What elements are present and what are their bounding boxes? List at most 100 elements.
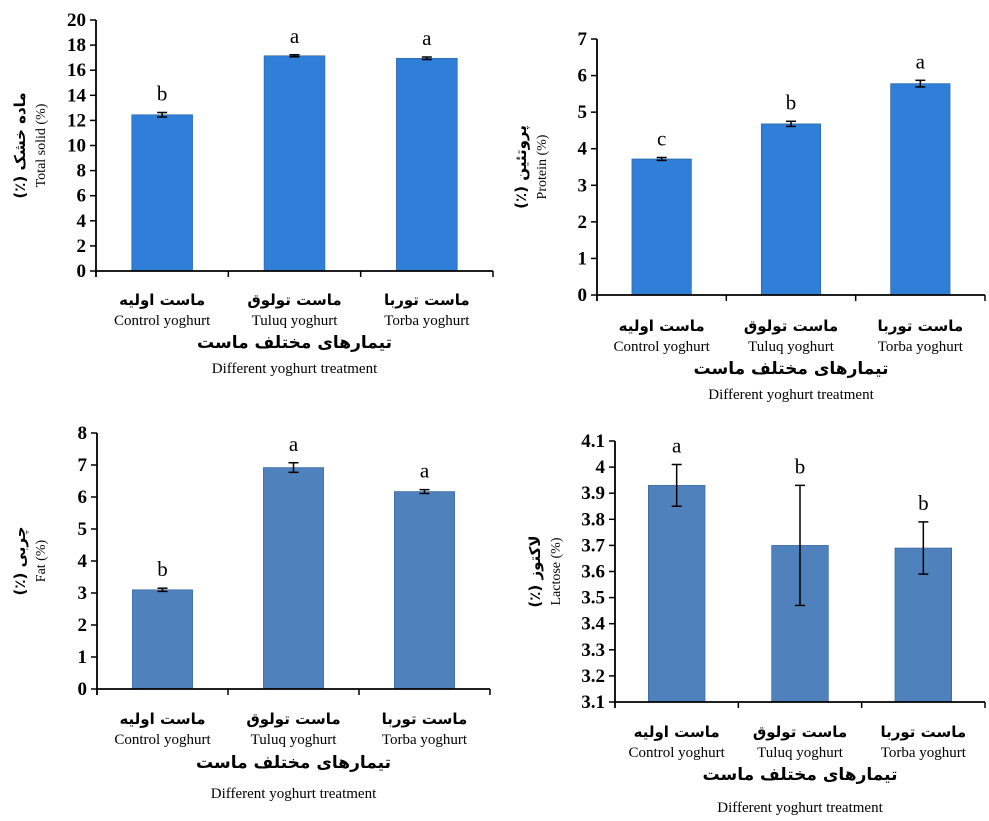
category-label-en: Control yoghurt	[614, 339, 711, 355]
x-axis-title-en: Different yoghurt treatment	[708, 387, 874, 403]
y-tick-label: 0	[578, 285, 588, 306]
significance-letter: b	[157, 81, 168, 105]
y-tick-label: 1	[78, 647, 88, 668]
y-tick-label: 18	[67, 35, 86, 56]
y-tick-label: 0	[78, 679, 88, 700]
y-tick-label: 2	[78, 615, 88, 636]
category-label-fa: ماست تولوق	[246, 710, 340, 728]
y-tick-label: 3	[78, 583, 88, 604]
y-axis-title-fa: پروتئین (٪)	[512, 125, 531, 209]
category-label-en: Torba yoghurt	[881, 745, 967, 761]
y-tick-label: 4	[596, 457, 606, 478]
category-label-en: Tuluq yoghurt	[252, 313, 339, 329]
bar	[631, 158, 692, 296]
y-tick-label: 5	[78, 519, 88, 540]
y-axis-title-en: Fat (%)	[34, 539, 49, 582]
y-tick-label: 1	[578, 248, 588, 269]
bar	[132, 589, 193, 690]
significance-letter: a	[672, 433, 682, 457]
y-tick-label: 3.3	[581, 640, 605, 661]
y-tick-label: 3.1	[581, 692, 605, 713]
y-tick-label: 12	[67, 110, 86, 131]
category-label-en: Torba yoghurt	[382, 732, 468, 748]
x-axis-title-fa: تیمارهای مختلف ماست	[196, 753, 391, 773]
y-tick-label: 7	[78, 455, 88, 476]
category-label-en: Control yoghurt	[629, 745, 726, 761]
significance-letter: a	[916, 49, 926, 73]
x-axis-title-fa: تیمارهای مختلف ماست	[693, 359, 888, 379]
bar	[131, 114, 193, 272]
y-axis-title-fa: ماده خشک (٪)	[11, 92, 29, 198]
y-tick-label: 0	[77, 261, 87, 282]
x-axis-title-en: Different yoghurt treatment	[212, 361, 378, 377]
y-tick-label: 3.6	[581, 562, 605, 583]
x-axis-title-fa: تیمارهای مختلف ماست	[702, 765, 897, 785]
chart-panel-2: 0 1 2 3 4 5 6 7 c ماست اولیه Control yoghurt b ماست …	[512, 29, 986, 403]
y-axis-title-en: Lactose (%)	[549, 537, 564, 605]
y-tick-label: 7	[578, 29, 588, 50]
y-tick-label: 4.1	[581, 431, 605, 452]
y-tick-label: 6	[78, 487, 88, 508]
category-label-en: Control yoghurt	[114, 313, 211, 329]
bar	[647, 485, 706, 703]
y-tick-label: 16	[67, 60, 86, 81]
bar	[760, 123, 822, 296]
category-label-fa: ماست توربا	[384, 291, 470, 309]
category-label-fa: ماست اولیه	[619, 317, 705, 335]
y-tick-label: 3.9	[581, 483, 605, 504]
y-tick-label: 10	[67, 136, 86, 157]
bar	[263, 55, 326, 272]
bar	[394, 491, 455, 690]
bar	[890, 83, 951, 296]
x-axis-title-fa: تیمارهای مختلف ماست	[197, 333, 392, 353]
y-tick-label: 3.8	[581, 509, 605, 530]
significance-letter: b	[786, 90, 797, 114]
category-label-fa: ماست توربا	[880, 723, 966, 741]
y-tick-label: 3.7	[581, 535, 605, 556]
category-label-fa: ماست تولوق	[247, 291, 341, 309]
y-tick-label: 3	[578, 175, 588, 196]
bar	[396, 57, 458, 272]
y-axis-title-fa: لاکتوز (٪)	[526, 535, 544, 607]
significance-letter: a	[422, 26, 432, 50]
category-label-fa: ماست تولوق	[753, 723, 847, 741]
y-tick-label: 3.4	[581, 614, 605, 635]
y-tick-label: 4	[77, 211, 87, 232]
category-label-fa: ماست توربا	[382, 710, 468, 728]
y-tick-label: 6	[578, 66, 588, 87]
significance-letter: b	[918, 491, 929, 515]
category-label-en: Tuluq yoghurt	[757, 745, 844, 761]
y-axis-title-en: Protein (%)	[535, 134, 550, 199]
category-label-en: Torba yoghurt	[384, 313, 470, 329]
y-tick-label: 2	[77, 236, 87, 257]
y-tick-label: 3.2	[581, 666, 605, 687]
chart-panel-1: 0 2 4 6 8 10 12 14 16 18 20 b ماست اولیه Control yogh…	[11, 10, 494, 377]
category-label-en: Torba yoghurt	[878, 339, 964, 355]
chart-panel-4: 3.1 3.2 3.3 3.4 3.5 3.6 3.7 3.8 3.9 4 4.1 a ماست اول…	[526, 431, 986, 816]
category-label-fa: ماست تولوق	[744, 317, 838, 335]
y-axis-title-fa: چربی (٪)	[11, 526, 30, 595]
significance-letter: a	[289, 432, 299, 456]
y-axis-title-en: Total solid (%)	[34, 103, 49, 187]
y-tick-label: 6	[77, 186, 87, 207]
y-tick-label: 14	[67, 85, 87, 106]
y-tick-label: 5	[578, 102, 588, 123]
y-tick-label: 4	[578, 139, 588, 160]
significance-letter: b	[795, 454, 806, 478]
x-axis-title-en: Different yoghurt treatment	[211, 786, 377, 802]
significance-letter: b	[157, 557, 168, 581]
category-label-fa: ماست اولیه	[119, 710, 205, 728]
significance-letter: a	[420, 459, 430, 483]
category-label-fa: ماست اولیه	[634, 723, 720, 741]
category-label-fa: ماست توربا	[877, 317, 963, 335]
bar	[263, 467, 324, 690]
y-tick-label: 2	[578, 212, 588, 233]
significance-letter: c	[657, 126, 666, 150]
category-label-fa: ماست اولیه	[119, 291, 205, 309]
category-label-en: Control yoghurt	[114, 732, 211, 748]
y-tick-label: 20	[67, 10, 86, 31]
chart-panel-3: 0 1 2 3 4 5 6 7 8 b ماست اولیه Control yoghurt a ماست…	[11, 423, 491, 802]
category-label-en: Tuluq yoghurt	[251, 732, 338, 748]
y-tick-label: 8	[77, 161, 87, 182]
